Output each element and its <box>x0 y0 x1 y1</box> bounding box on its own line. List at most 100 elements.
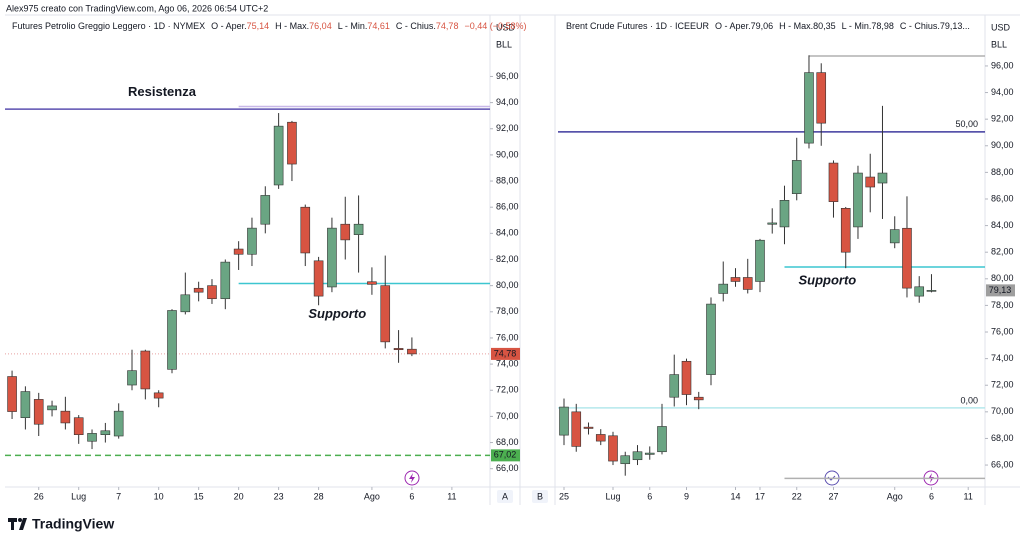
x-tick-label: 14 <box>730 491 740 501</box>
y-tick-label: 86,00 <box>496 202 519 212</box>
event-icon[interactable] <box>404 470 420 486</box>
candle-body <box>380 285 391 343</box>
y-tick-label: 90,00 <box>991 140 1014 150</box>
candle-body <box>193 287 204 293</box>
y-tick-label: 66,00 <box>496 463 519 473</box>
candle-body <box>583 426 594 429</box>
legend-field: L - Min. <box>842 21 872 31</box>
x-tick-label: 15 <box>194 491 204 501</box>
x-tick-label: 22 <box>792 491 802 501</box>
x-tick-label: 25 <box>559 491 569 501</box>
legend-field: C - Chius. <box>900 21 940 31</box>
candle-body <box>167 310 177 370</box>
currency: USD <box>496 22 516 32</box>
x-tick-label: 23 <box>274 491 284 501</box>
y-tick-label: 70,00 <box>991 406 1014 416</box>
y-tick-label: 88,00 <box>991 167 1014 177</box>
legend-value: 76,04 <box>309 21 332 31</box>
candle-body <box>47 405 57 411</box>
candle-body <box>620 455 631 465</box>
candle-body <box>718 283 729 294</box>
legend-field: H - Max. <box>779 21 813 31</box>
candle-body <box>571 411 582 447</box>
level-label: 0,00 <box>960 396 978 406</box>
candle-body <box>914 286 925 297</box>
y-tick-label: 86,00 <box>991 193 1014 203</box>
candle-body <box>902 227 912 289</box>
candle-body <box>926 290 937 292</box>
credit: Alex975 creato con TradingView.com, Ago … <box>6 3 268 13</box>
x-tick-label: Ago <box>887 491 903 501</box>
candle-body <box>273 125 284 186</box>
x-tick-label: 11 <box>447 491 456 501</box>
candle-body <box>730 277 741 282</box>
candle-body <box>608 435 618 462</box>
y-tick-label: 88,00 <box>496 175 519 185</box>
brand-logo <box>8 518 27 530</box>
candle-body <box>840 207 851 253</box>
candle-body <box>889 229 900 244</box>
candle-body <box>127 370 137 386</box>
candle-body <box>393 348 404 351</box>
x-tick-label: 9 <box>684 491 689 501</box>
pane-button[interactable] <box>497 490 513 503</box>
price-label: 74,78 <box>494 348 517 358</box>
candle-body <box>60 410 71 424</box>
candle-body <box>233 248 244 255</box>
y-tick-label: 74,00 <box>991 353 1014 363</box>
candle-body <box>20 391 31 419</box>
candle-body <box>7 376 17 412</box>
y-tick-label: 66,00 <box>991 459 1014 469</box>
legend-value: 79,13... <box>940 21 970 31</box>
candle-body <box>340 223 351 241</box>
y-tick-label: 76,00 <box>991 326 1014 336</box>
y-tick-label: 84,00 <box>991 220 1014 230</box>
candle-body <box>180 294 191 313</box>
x-tick-label: 11 <box>964 491 973 501</box>
legend-name: Brent Crude Futures · 1D · ICEEUR <box>566 21 710 31</box>
legend-name: Futures Petrolio Greggio Leggero · 1D · … <box>12 21 205 31</box>
candle-body <box>853 172 863 228</box>
x-tick-label: 17 <box>755 491 765 501</box>
y-tick-label: 96,00 <box>496 71 519 81</box>
legend-value: 75,14 <box>247 21 270 31</box>
candle-body <box>220 261 231 300</box>
y-tick-label: 76,00 <box>496 332 519 342</box>
legend-field: H - Max. <box>275 21 309 31</box>
pane-label[interactable]: B <box>537 491 543 501</box>
candle-body <box>33 399 44 425</box>
y-tick-label: 78,00 <box>991 300 1014 310</box>
candle-body <box>153 392 164 399</box>
legend-value: 80,35 <box>813 21 836 31</box>
candle-body <box>287 121 297 165</box>
level-label: Resistenza <box>128 84 197 99</box>
x-tick-label: Lug <box>71 491 86 501</box>
candle-body <box>816 72 827 124</box>
candle-body <box>353 223 364 235</box>
candle-body <box>73 417 84 436</box>
candle-body <box>327 227 337 288</box>
y-tick-label: 92,00 <box>991 114 1014 124</box>
candle-body <box>693 396 704 401</box>
pane-label[interactable]: A <box>502 491 508 501</box>
candle-body <box>260 195 271 225</box>
legend-field: O - Aper. <box>211 21 247 31</box>
legend-field: C - Chius. <box>396 21 436 31</box>
candle-body <box>407 348 417 355</box>
x-tick-label: 6 <box>647 491 652 501</box>
y-tick-label: 82,00 <box>991 247 1014 257</box>
y-tick-label: 80,00 <box>496 280 519 290</box>
legend: Brent Crude Futures · 1D · ICEEUR O - Ape… <box>566 21 970 31</box>
x-tick-label: 7 <box>116 491 121 501</box>
price-label-box <box>491 347 520 360</box>
candle-body <box>367 281 377 285</box>
pane-button[interactable] <box>532 490 548 503</box>
price-label-box <box>491 449 520 462</box>
candle-body <box>632 451 643 461</box>
y-tick-label: 72,00 <box>991 380 1014 390</box>
chart-panel: USD BLL 66,00 68,00 70,00 72,00 74,00 76,00 78,0… <box>5 21 527 501</box>
legend-value: 74,61 <box>367 21 390 31</box>
candle-body <box>300 206 311 254</box>
legend-field: O - Aper. <box>715 21 751 31</box>
